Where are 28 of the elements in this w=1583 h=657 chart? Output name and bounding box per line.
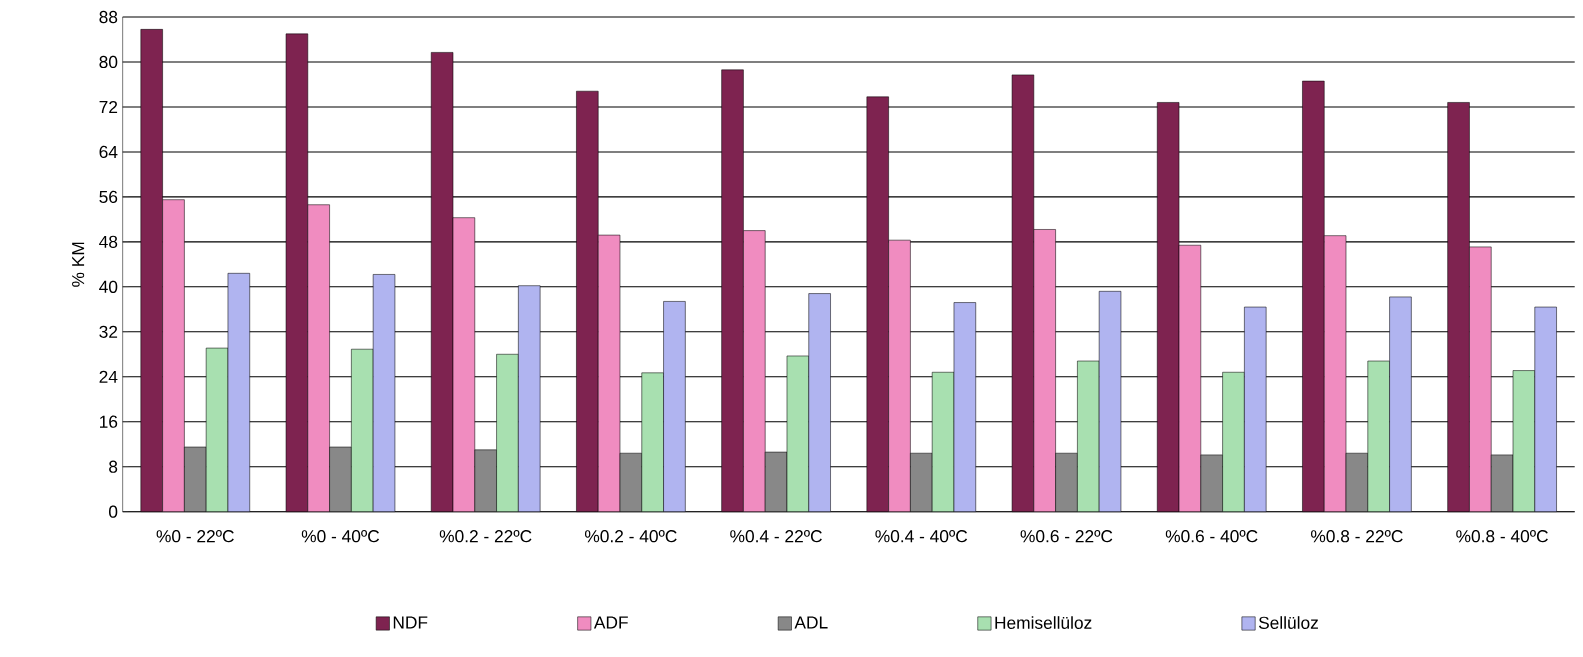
legend-label: ADL (794, 616, 828, 629)
legend-label: Hemisellüloz (995, 616, 1092, 629)
y-tick-label: 24 (99, 370, 118, 383)
legend-label: ADF (593, 616, 628, 629)
x-tick-label: %0.8 - 40ºC (1456, 530, 1548, 543)
y-tick-label: 56 (99, 190, 118, 204)
x-tick-label: %0.6 - 22ºC (1020, 530, 1113, 543)
x-tick-label: %0.8 - 22ºC (1311, 530, 1403, 543)
y-tick-label: 72 (99, 100, 118, 113)
y-tick-label: 8 (109, 460, 118, 473)
x-tick-label: %0.2 - 40ºC (584, 530, 677, 543)
y-tick-label: 48 (99, 235, 118, 248)
y-tick-label: 80 (99, 55, 118, 69)
x-tick-label: %0.2 - 22ºC (439, 530, 532, 543)
y-tick-label: 16 (100, 415, 118, 428)
y-tick-label: 88 (99, 10, 118, 24)
x-tick-label: %0.6 - 40ºC (1165, 530, 1258, 543)
x-tick-label: %0.4 - 40ºC (875, 530, 968, 543)
x-tick-label: %0.4 - 22ºC (730, 530, 822, 543)
y-axis-title: % KM (72, 242, 85, 287)
y-tick-label: 64 (99, 145, 118, 159)
x-tick-label: %0 - 40ºC (301, 530, 380, 543)
y-tick-label: 40 (99, 280, 118, 293)
legend-label: NDF (393, 616, 428, 629)
x-tick-label: %0 - 22ºC (156, 530, 234, 543)
y-tick-label: 32 (99, 325, 118, 338)
legend-label: Sellüloz (1258, 616, 1318, 629)
y-tick-label: 0 (108, 505, 118, 518)
